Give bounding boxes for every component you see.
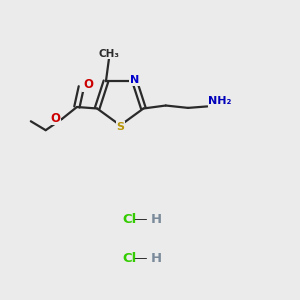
Text: H: H (150, 213, 161, 226)
Text: Cl: Cl (122, 213, 136, 226)
Text: Cl: Cl (122, 252, 136, 265)
Text: —: — (130, 252, 152, 265)
Text: S: S (116, 122, 124, 131)
Text: H: H (150, 252, 161, 265)
Text: CH₃: CH₃ (98, 49, 119, 58)
Text: NH₂: NH₂ (208, 96, 232, 106)
Text: —: — (130, 213, 152, 226)
Text: O: O (50, 112, 61, 125)
Text: O: O (83, 78, 93, 91)
Text: N: N (130, 75, 139, 85)
